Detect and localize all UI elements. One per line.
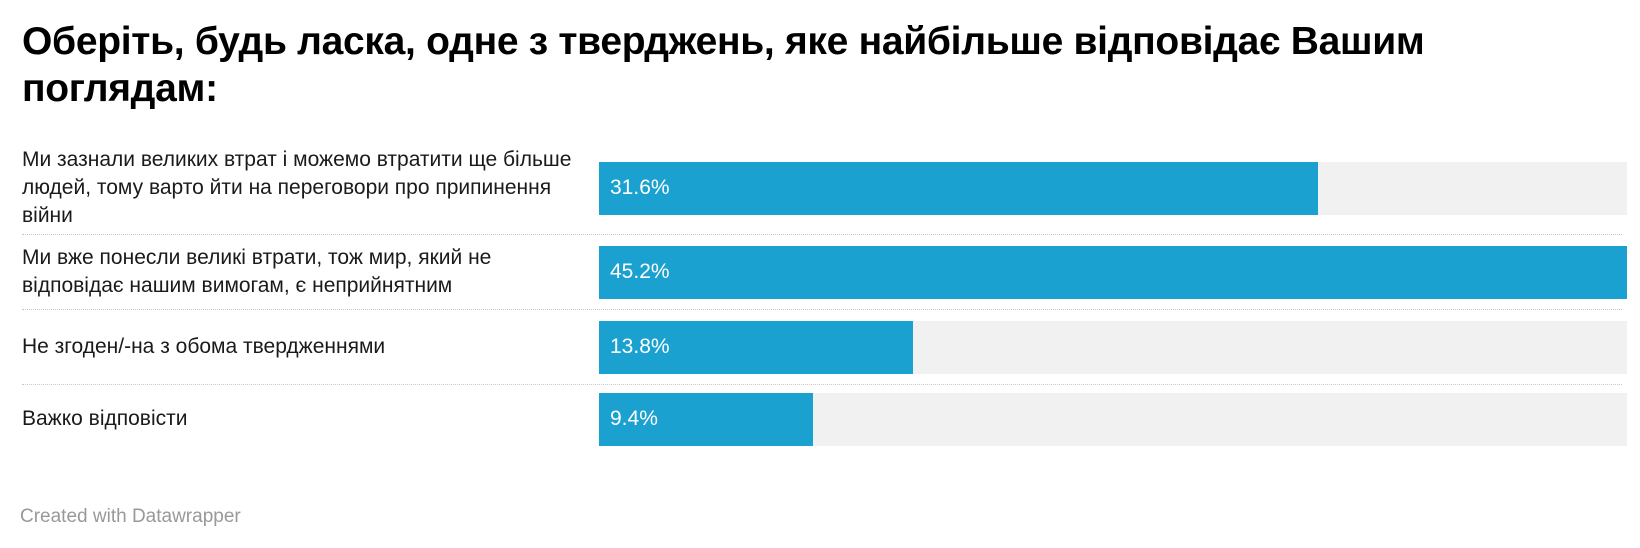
bar — [599, 320, 913, 374]
chart-title: Оберіть, будь ласка, одне з тверджень, я… — [22, 20, 1425, 110]
value-label: 9.4% — [610, 407, 658, 430]
datawrapper-credit[interactable]: Created with Datawrapper — [20, 506, 241, 527]
category-label: Не згоден/-на з обома твердженнями — [22, 335, 386, 358]
category-label: Важко відповісти — [22, 407, 188, 430]
bar-chart: Ми зазнали великих втрат і можемо втрати… — [22, 142, 1627, 453]
value-label: 13.8% — [610, 335, 670, 358]
bar-track: 13.8% — [599, 320, 1627, 374]
bar-track: 31.6% — [599, 161, 1627, 215]
bar — [599, 245, 1627, 299]
bar-track: 45.2% — [599, 245, 1627, 299]
bar-row: Важко відповісти 9.4% — [22, 385, 1627, 453]
bar-row: Не згоден/-на з обома твердженнями 13.8% — [22, 310, 1627, 385]
category-label: Ми вже понесли великі втрати, тож мир, я… — [22, 246, 492, 297]
category-label: Ми зазнали великих втрат і можемо втрати… — [22, 148, 572, 227]
bar — [599, 161, 1318, 215]
value-label: 45.2% — [610, 260, 670, 283]
value-label: 31.6% — [610, 176, 670, 199]
bar-track: 9.4% — [599, 392, 1627, 446]
bar — [599, 392, 813, 446]
bar-row: Ми зазнали великих втрат і можемо втрати… — [22, 142, 1627, 235]
bar-row: Ми вже понесли великі втрати, тож мир, я… — [22, 235, 1627, 310]
